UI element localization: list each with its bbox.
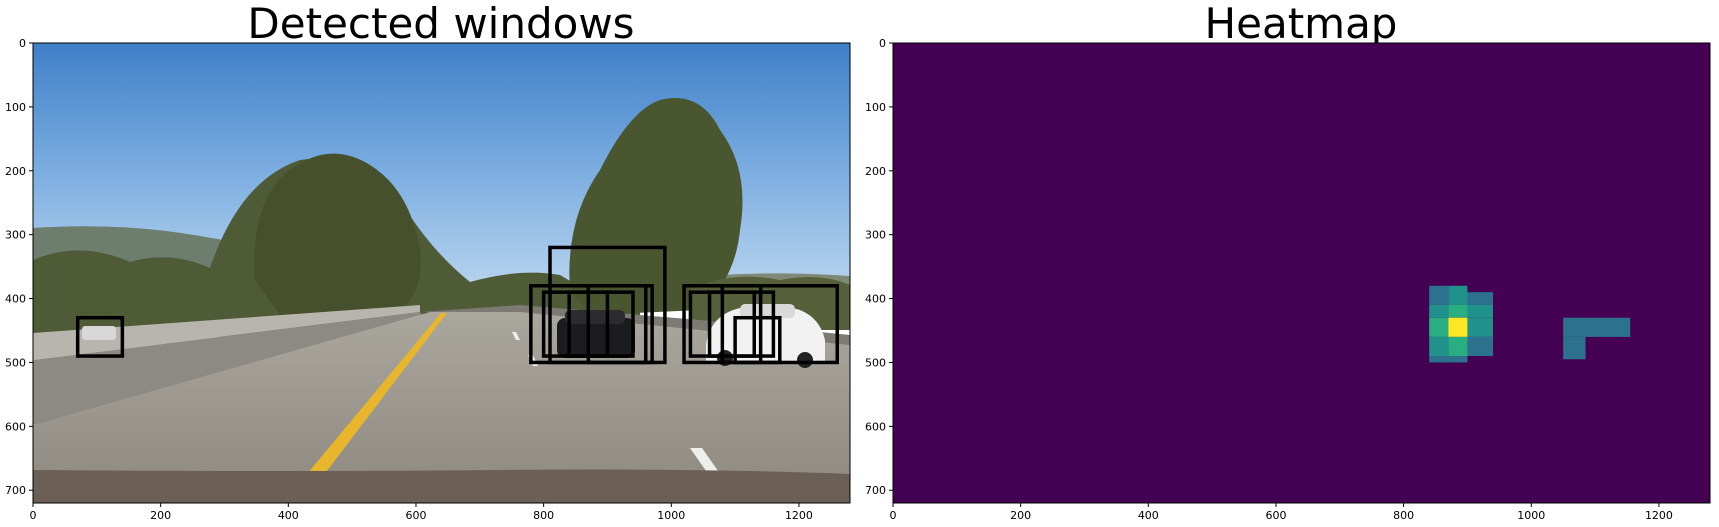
x-tick-label: 800 — [1393, 509, 1414, 522]
x-tick-label: 1000 — [657, 509, 685, 522]
heatmap-cell — [1429, 336, 1449, 357]
heatmap-cell — [1448, 336, 1468, 357]
x-tick-label: 0 — [30, 509, 37, 522]
heatmap-cell — [1467, 336, 1493, 357]
heatmap-cell — [1429, 317, 1449, 337]
y-tick-label: 700 — [865, 484, 886, 497]
y-tick-label: 600 — [865, 420, 886, 433]
heatmap-cell — [1429, 304, 1449, 318]
detection-box — [707, 290, 776, 358]
detected-windows-title: Detected windows — [247, 0, 634, 48]
yellow-line — [302, 313, 447, 480]
y-tick-label: 0 — [19, 37, 26, 50]
heatmap-cells — [1429, 285, 1631, 363]
heatmap-panel: Heatmap 0 200 400 600 800 1000 1200 0 100 200 300 4… — [865, 0, 1711, 522]
detection-box — [586, 284, 654, 365]
detection-box — [733, 315, 782, 365]
x-tick-label: 800 — [533, 509, 554, 522]
y-tick-label: 300 — [865, 229, 886, 242]
y-tick-label: 600 — [5, 420, 26, 433]
detection-box — [75, 315, 125, 358]
detection-boxes — [75, 245, 839, 365]
x-tick-label: 600 — [1265, 509, 1286, 522]
x-tick-label: 400 — [278, 509, 299, 522]
x-tick-label: 400 — [1138, 509, 1159, 522]
right-axis-ticks: 0 200 400 600 800 1000 1200 0 100 200 300 400 500 600… — [865, 37, 1673, 522]
y-tick-label: 300 — [5, 229, 26, 242]
x-tick-label: 200 — [150, 509, 171, 522]
black-car — [557, 310, 635, 358]
y-tick-label: 200 — [865, 165, 886, 178]
heatmap-title: Heatmap — [1205, 0, 1398, 48]
heatmap-cell — [1467, 304, 1493, 318]
hood — [33, 469, 850, 503]
dashcam-image — [33, 43, 850, 503]
heatmap-cell — [1448, 304, 1468, 318]
right-tree — [569, 98, 743, 315]
far-road — [420, 305, 850, 345]
left-axis-ticks: 0 200 400 600 800 1000 1200 0 100 200 300 400 500 600… — [5, 37, 813, 522]
x-tick-label: 0 — [890, 509, 897, 522]
y-tick-label: 0 — [879, 37, 886, 50]
detected-windows-panel: Detected windows — [5, 0, 851, 522]
heatmap-cell — [1467, 292, 1493, 305]
heatmap-cell — [1429, 356, 1468, 363]
x-tick-label: 1000 — [1517, 509, 1545, 522]
y-tick-label: 400 — [5, 293, 26, 306]
guard-rail — [33, 305, 420, 360]
x-tick-label: 1200 — [785, 509, 813, 522]
heatmap-cell — [1448, 317, 1468, 337]
heatmap-cell — [1563, 336, 1586, 360]
heatmap-cell — [1563, 317, 1631, 337]
heatmap-cell — [1429, 285, 1449, 305]
y-tick-label: 100 — [865, 101, 886, 114]
distant-car — [82, 326, 116, 340]
white-dashes — [512, 332, 723, 478]
y-tick-label: 700 — [5, 484, 26, 497]
y-tick-label: 400 — [865, 293, 886, 306]
x-tick-label: 200 — [1010, 509, 1031, 522]
y-tick-label: 500 — [5, 356, 26, 369]
y-tick-label: 500 — [865, 356, 886, 369]
y-tick-label: 100 — [5, 101, 26, 114]
center-tree — [254, 153, 421, 315]
right-axes-frame — [892, 42, 1711, 504]
heatmap-cell — [1467, 317, 1493, 337]
heatmap-cell — [1448, 285, 1468, 305]
left-axes-frame — [32, 42, 851, 504]
detection-box — [567, 290, 635, 358]
x-tick-label: 600 — [405, 509, 426, 522]
y-tick-label: 200 — [5, 165, 26, 178]
x-tick-label: 1200 — [1645, 509, 1673, 522]
heatmap-background — [893, 43, 1710, 503]
